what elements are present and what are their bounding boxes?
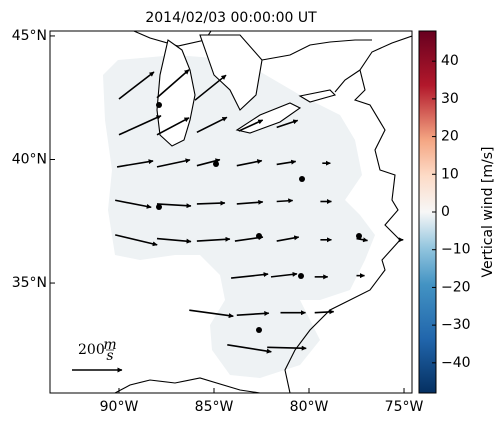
x-tick-label: 85°W — [195, 399, 234, 415]
scale-unit-den: s — [106, 348, 113, 364]
wind-vector — [276, 198, 294, 204]
map-frame — [49, 30, 413, 394]
wind-vector — [236, 199, 264, 205]
wind-vector — [156, 69, 190, 99]
wind-vector — [276, 119, 299, 129]
wind-vector — [118, 115, 162, 136]
colorbar-tick-label: 20 — [441, 129, 459, 145]
wind-vector — [276, 235, 300, 242]
wind-vector — [234, 235, 264, 242]
wind-vector — [196, 116, 228, 134]
wind-vector — [156, 203, 192, 209]
wind-vector — [114, 234, 158, 247]
x-tick-label: 75°W — [385, 399, 424, 415]
map-area: 200 m s — [72, 31, 412, 393]
axes: 90°W 85°W 80°W 75°W 35°N 40°N 45°N −40 −30 −20 −10… — [12, 28, 471, 415]
wind-vector — [156, 158, 191, 168]
wind-vector — [236, 310, 270, 316]
x-tick-label: 80°W — [290, 399, 329, 415]
lake-ontario — [298, 89, 337, 103]
wind-vector — [314, 309, 335, 315]
atlantic-coast — [284, 35, 412, 393]
wind-vector — [189, 309, 234, 319]
x-tick-label: 90°W — [100, 399, 139, 415]
colorbar-tick-label: −10 — [441, 242, 471, 258]
colorbar-tick-label: 0 — [441, 204, 450, 220]
colorbar-tick-label: 40 — [441, 53, 459, 69]
lake-huron — [199, 34, 263, 111]
scale-unit-num: m — [103, 337, 116, 353]
scale-value: 200 — [78, 342, 105, 358]
wind-vector — [196, 236, 231, 242]
colorbar-tick-label: 30 — [441, 91, 459, 107]
colorbar-tick-label: −20 — [441, 279, 471, 295]
y-tick-label: 45°N — [12, 28, 47, 44]
colorbar-tick-label: −30 — [441, 317, 471, 333]
wind-vector — [156, 117, 190, 136]
wind-vector — [118, 71, 155, 100]
wind-vector — [115, 199, 152, 209]
border — [261, 39, 372, 93]
lake-superior — [132, 31, 212, 47]
title: 2014/02/03 00:00:00 UT — [145, 10, 317, 26]
wind-vector — [196, 158, 221, 167]
wind-vector — [356, 237, 369, 243]
wind-vector — [116, 159, 154, 168]
wind-vector — [276, 159, 297, 166]
wind-vector — [270, 271, 298, 278]
wind-vector — [194, 74, 227, 101]
wind-vector — [156, 237, 192, 244]
wind-vector — [231, 272, 269, 279]
colorbar-tick-label: 10 — [441, 166, 459, 182]
colorbar-tick-label: −40 — [441, 355, 471, 371]
wind-vector — [238, 119, 264, 132]
wind-vector — [196, 200, 226, 206]
wind-vector — [267, 345, 307, 351]
gulf-coast — [114, 377, 261, 393]
colorbar-label: Vertical wind [m/s] — [480, 147, 496, 278]
wind-vector — [227, 344, 272, 354]
vectors — [72, 69, 404, 373]
y-tick-label: 35°N — [12, 275, 47, 291]
y-tick-label: 40°N — [12, 151, 47, 167]
wind-vector — [236, 159, 263, 167]
